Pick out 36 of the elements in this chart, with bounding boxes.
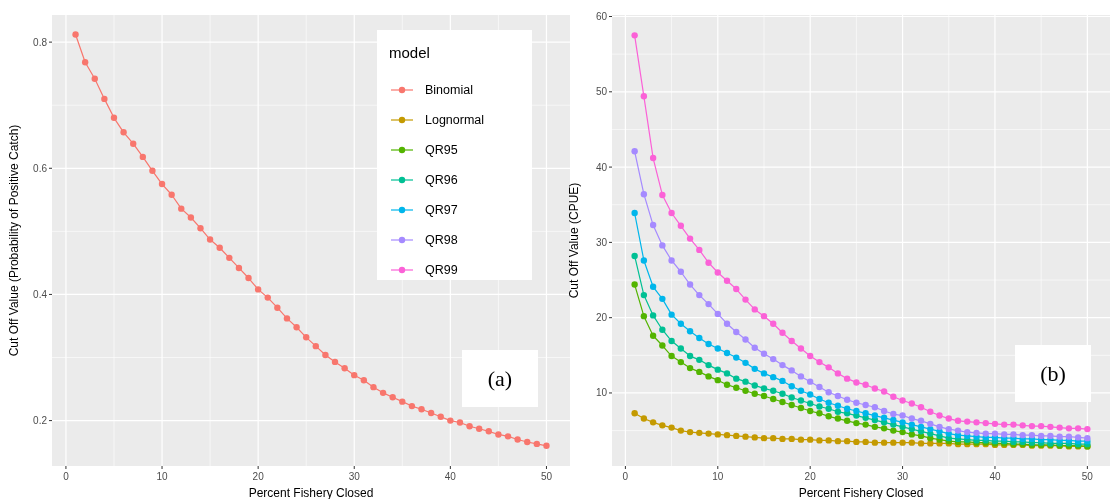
y-tick-label: 10	[595, 387, 608, 399]
x-tick-label: 20	[252, 471, 265, 482]
annotation: (a)	[487, 366, 513, 392]
y-tick-label: 60	[595, 11, 608, 23]
legend-label: QR97	[425, 203, 458, 218]
x-tick-label: 20	[804, 471, 817, 482]
y-tick-label: 40	[595, 161, 608, 173]
legend-label: Binomial	[425, 83, 473, 98]
y-axis-title: Cut Off Value (CPUE)	[567, 182, 581, 299]
y-tick-label: 20	[595, 312, 608, 324]
x-tick-label: 40	[444, 471, 457, 482]
y-tick-label: 50	[595, 86, 608, 98]
x-tick-label: 50	[1081, 471, 1094, 482]
x-tick-label: 10	[156, 471, 169, 482]
x-tick-label: 50	[540, 471, 553, 482]
x-tick-label: 0	[63, 471, 70, 482]
y-tick-label: 0.2	[33, 415, 48, 427]
y-tick-label: 0.8	[33, 36, 48, 48]
legend-label: QR99	[425, 263, 458, 278]
legend-label: Lognormal	[425, 113, 485, 128]
legend-label: QR98	[425, 233, 458, 248]
x-tick-label: 30	[897, 471, 909, 482]
y-tick-label: 30	[595, 236, 608, 248]
x-tick-label: 30	[348, 471, 361, 482]
y-tick-label: 0.6	[33, 162, 48, 174]
x-tick-label: 10	[712, 471, 724, 482]
y-axis-title: Cut Off Value (Probability of Positive Catch)	[7, 124, 21, 357]
annotation: (b)	[1040, 361, 1066, 387]
legend-label: QR96	[425, 173, 458, 188]
legend-title: model	[389, 44, 430, 61]
legend-label: QR95	[425, 143, 458, 158]
x-axis-title: Percent Fishery Closed	[798, 486, 924, 499]
y-tick-label: 0.4	[33, 288, 48, 300]
x-tick-label: 40	[989, 471, 1001, 482]
x-axis-title: Percent Fishery Closed	[248, 486, 374, 499]
x-tick-label: 0	[622, 471, 629, 482]
